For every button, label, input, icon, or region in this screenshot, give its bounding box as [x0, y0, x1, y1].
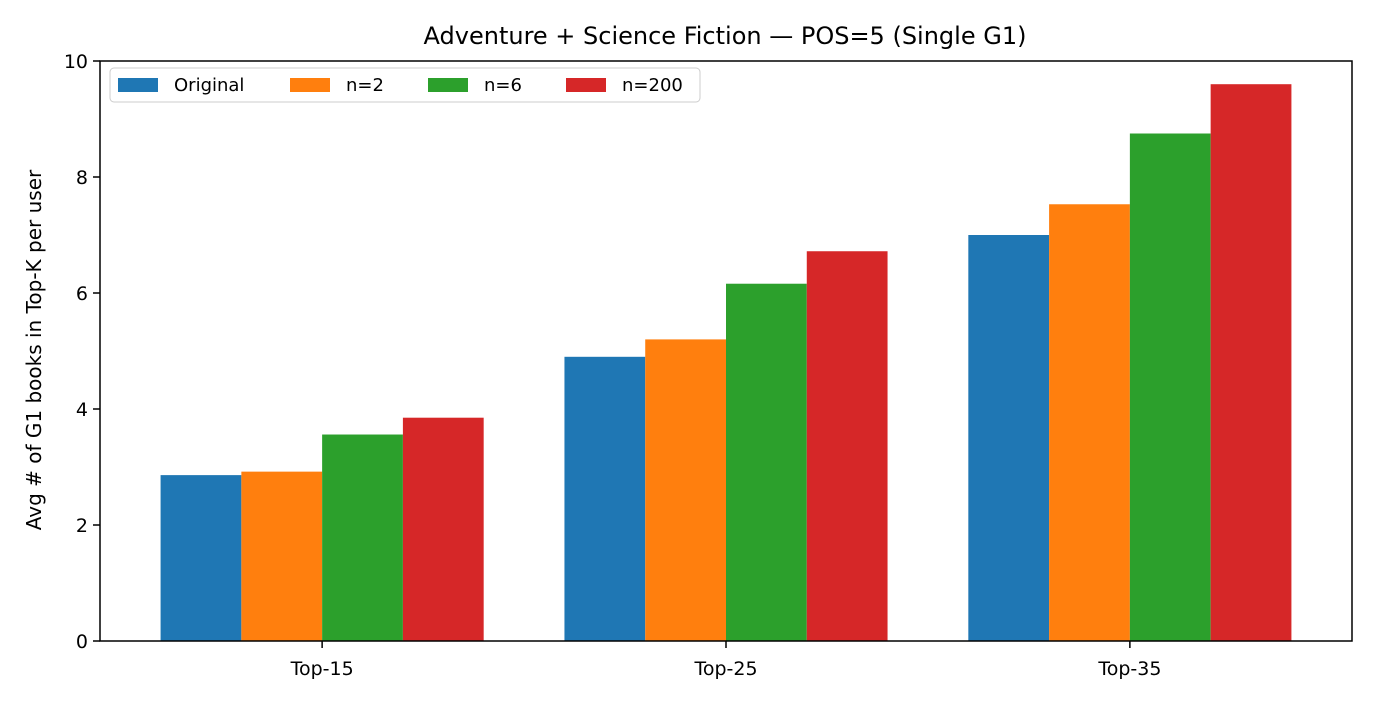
legend-label-n200: n=200: [622, 75, 683, 96]
y-axis-label: Avg # of G1 books in Top-K per user: [22, 169, 46, 530]
legend-swatch-n2: [290, 78, 330, 92]
x-tick-label: Top-35: [1097, 658, 1161, 680]
bar-Original-Top-25: [564, 356, 646, 641]
bars-layer: [160, 84, 1292, 642]
bar-Original-Top-15: [160, 475, 242, 641]
y-tick-label: 10: [64, 51, 88, 73]
bar-n2-Top-35: [1049, 204, 1130, 641]
y-tick-label: 0: [76, 631, 88, 653]
legend-label-n2: n=2: [346, 75, 384, 96]
bar-n6-Top-35: [1129, 133, 1211, 641]
y-tick-label: 4: [76, 399, 88, 421]
y-tick-label: 8: [76, 167, 88, 189]
legend-label-n6: n=6: [484, 75, 522, 96]
bar-n200-Top-15: [402, 417, 484, 641]
bar-n200-Top-35: [1210, 84, 1292, 641]
y-tick-label: 6: [76, 283, 88, 305]
bar-Original-Top-35: [968, 235, 1050, 641]
x-tick-label: Top-25: [693, 658, 757, 680]
bar-n2-Top-25: [645, 339, 726, 641]
legend: Original n=2 n=6 n=200: [109, 67, 701, 103]
chart-title: Adventure + Science Fiction — POS=5 (Sin…: [424, 22, 1027, 50]
bar-n200-Top-25: [806, 251, 888, 642]
legend-box: [109, 67, 701, 103]
legend-label-Original: Original: [174, 75, 244, 96]
bar-n2-Top-15: [241, 471, 323, 641]
x-tick-label: Top-15: [290, 658, 354, 680]
bar-n6-Top-25: [726, 283, 807, 641]
legend-swatch-n6: [428, 78, 468, 92]
legend-swatch-n200: [566, 78, 606, 92]
legend-swatch-Original: [118, 78, 158, 92]
y-tick-label: 2: [76, 515, 88, 537]
bar-n6-Top-15: [322, 434, 403, 641]
axes-layer: 0 2 4 6 8 10 Top-15 Top-25 Top-35: [64, 51, 1353, 680]
